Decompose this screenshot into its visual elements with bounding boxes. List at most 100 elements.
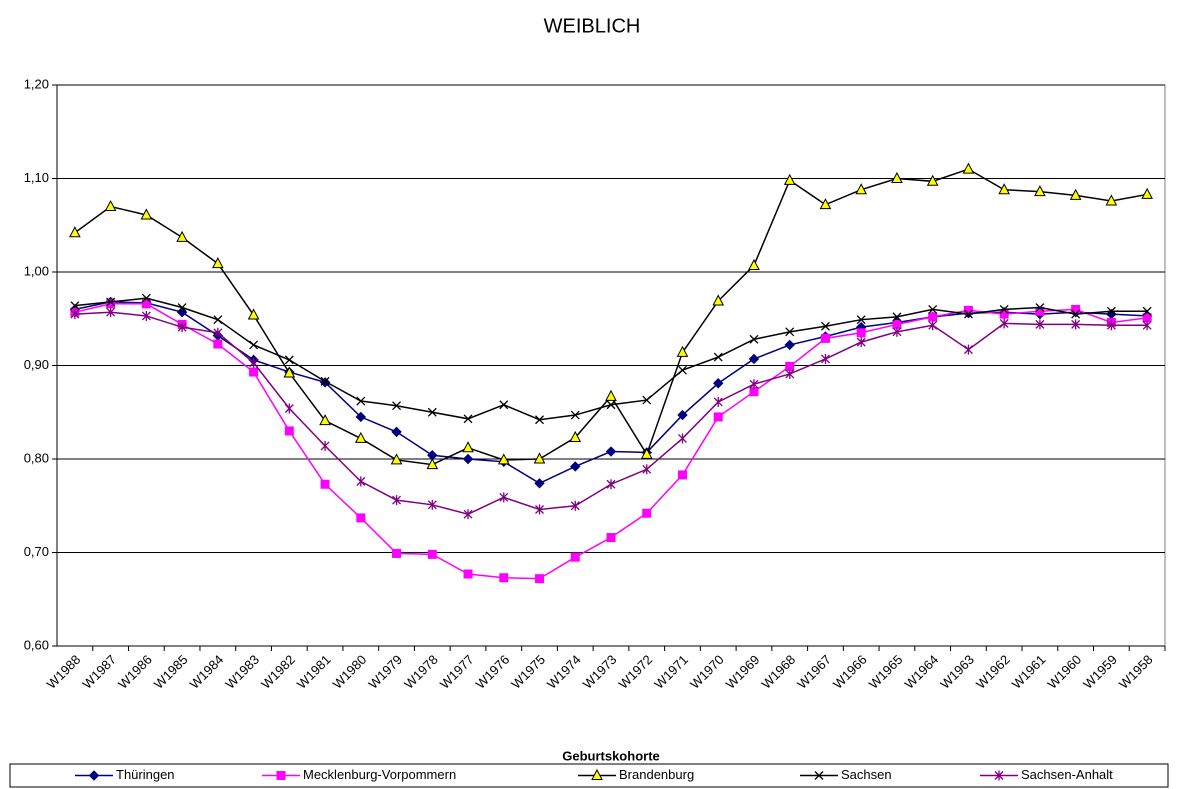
marker-stroke — [814, 771, 824, 780]
data-point — [963, 344, 973, 355]
data-point — [606, 400, 616, 410]
data-point — [892, 326, 902, 337]
data-point — [1034, 185, 1046, 197]
chart-title: WEIBLICH — [544, 15, 641, 37]
data-point — [677, 409, 688, 421]
data-point — [69, 226, 81, 238]
data-point — [606, 533, 616, 543]
data-point — [1035, 319, 1045, 330]
data-point — [1071, 304, 1081, 314]
data-point — [926, 174, 939, 186]
marker-stroke — [70, 301, 80, 311]
data-point — [891, 171, 903, 183]
data-point — [1106, 306, 1116, 316]
data-point — [463, 569, 473, 579]
x-tick-label: W1964 — [901, 652, 941, 692]
data-point — [820, 353, 830, 364]
marker-stroke — [856, 315, 866, 325]
data-point — [319, 414, 331, 426]
data-point — [356, 396, 366, 406]
x-tick-label: W1962 — [973, 652, 1013, 692]
marker-stroke — [570, 410, 580, 420]
data-point — [499, 492, 509, 503]
data-point — [963, 309, 973, 319]
data-point — [570, 461, 581, 472]
y-tick-label: 0,80 — [24, 450, 49, 465]
data-point — [355, 411, 367, 423]
data-point — [713, 396, 723, 407]
data-point — [535, 504, 544, 515]
marker-stroke — [749, 334, 759, 344]
data-point — [320, 440, 330, 451]
data-point — [106, 307, 116, 318]
data-point — [570, 410, 580, 420]
x-tick-label: W1986 — [115, 652, 155, 692]
y-tick-label: 1,20 — [24, 76, 49, 91]
x-tick-label: W1966 — [830, 652, 870, 692]
data-point — [499, 573, 509, 583]
marker-stroke — [392, 401, 402, 411]
data-point — [1142, 306, 1152, 316]
data-point — [1071, 319, 1081, 330]
data-point — [177, 322, 187, 333]
data-point — [104, 199, 117, 212]
marker-stroke — [284, 355, 294, 365]
data-point — [497, 453, 510, 465]
marker-stroke — [606, 400, 616, 410]
data-point — [749, 334, 759, 344]
data-point — [928, 312, 938, 322]
x-tick-label: W1967 — [794, 652, 834, 692]
data-point — [427, 549, 437, 559]
data-point — [533, 452, 546, 464]
data-point — [712, 294, 725, 306]
x-tick-label: W1988 — [44, 652, 84, 692]
x-tick-label: W1969 — [723, 652, 763, 692]
x-tick-label: W1960 — [1044, 652, 1084, 692]
data-point — [141, 310, 151, 321]
data-point — [427, 499, 437, 510]
data-point — [855, 183, 868, 195]
marker-stroke — [106, 297, 116, 307]
data-point — [678, 365, 687, 375]
marker-stroke — [1071, 309, 1081, 319]
x-tick-label: W1958 — [1116, 652, 1156, 692]
data-point — [999, 318, 1009, 329]
data-point — [713, 378, 724, 389]
data-point — [999, 309, 1009, 319]
data-point — [247, 308, 260, 320]
data-point — [284, 355, 294, 365]
data-point — [463, 509, 473, 520]
data-point — [213, 315, 223, 325]
data-point — [463, 414, 473, 424]
data-point — [535, 415, 544, 425]
marker-stroke — [535, 415, 544, 425]
data-point — [534, 478, 545, 489]
data-point — [605, 389, 617, 401]
y-tick-label: 1,00 — [24, 263, 49, 278]
marker-stroke — [713, 352, 723, 362]
marker-stroke — [999, 304, 1009, 314]
x-tick-label: W1961 — [1009, 652, 1049, 692]
data-point — [678, 433, 687, 444]
legend-marker — [994, 770, 1004, 781]
data-point — [999, 304, 1009, 314]
x-tick-label: W1984 — [187, 652, 227, 692]
data-point — [283, 366, 296, 378]
legend-label: Mecklenburg-Vorpommern — [303, 767, 456, 782]
data-point — [570, 552, 580, 562]
data-point — [892, 312, 902, 322]
data-point — [391, 426, 402, 438]
data-point — [820, 321, 830, 331]
data-point — [1105, 194, 1118, 206]
data-point — [70, 301, 80, 311]
x-tick-label: W1973 — [580, 652, 620, 692]
data-point — [784, 339, 795, 351]
marker-stroke — [249, 340, 259, 350]
x-tick-label: W1978 — [401, 652, 441, 692]
data-point — [749, 379, 759, 390]
marker-stroke — [1106, 306, 1116, 316]
x-tick-label: W1983 — [222, 652, 262, 692]
marker-stroke — [642, 395, 652, 405]
marker-stroke — [499, 400, 509, 410]
marker-stroke — [892, 312, 902, 322]
